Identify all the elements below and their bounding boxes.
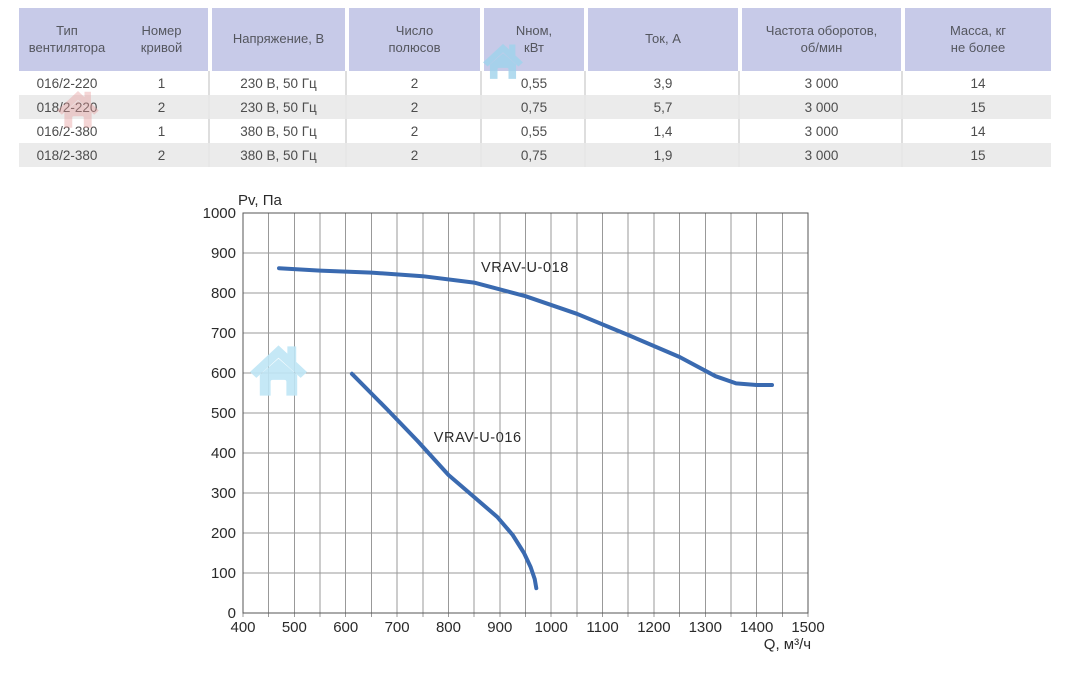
table-row: 018/2-220 2 230 В, 50 Гц 2 0,75 5,7 3 00… [19,95,1051,119]
fan-performance-chart: 400 500 600 700 800 900 1000 1100 1200 1300 1400 15… [195,188,870,668]
x-tick-label: 1500 [791,619,824,636]
x-tick-label: 700 [385,619,410,636]
table-cell: 2 [345,71,480,95]
x-tick-label: 600 [333,619,358,636]
y-tick-label: 800 [211,285,236,302]
x-tick-label: 400 [230,619,255,636]
y-tick-label: 700 [211,325,236,342]
table-row: 018/2-380 2 380 В, 50 Гц 2 0,75 1,9 3 00… [19,143,1051,167]
table-cell: 2 [345,95,480,119]
table-cell: 3 000 [738,143,901,167]
table-header-cell: Номер кривой [115,8,208,71]
table-cell: 3 000 [738,71,901,95]
table-row: 016/2-220 1 230 В, 50 Гц 2 0,55 3,9 3 00… [19,71,1051,95]
table-cell: 016/2-220 [36,75,98,91]
table-cell: 2 [345,119,480,143]
table-cell: 0,55 [480,71,584,95]
y-tick-label: 900 [211,245,236,262]
table-cell: 2 [115,95,208,119]
x-tick-label: 1000 [534,619,567,636]
fan-spec-table: Тип вентилятора Номер кривой Напряжение,… [19,8,1051,167]
table-cell: 3 000 [738,119,901,143]
table-cell: 1 [157,123,166,139]
table-cell: 018/2-220 [19,95,115,119]
y-tick-label: 500 [211,405,236,422]
table-header-cell: Напряжение, В [208,8,345,71]
table-header-cell: Масса, кг не более [901,8,1051,71]
table-header-cell: Частота оборотов, об/мин [738,8,901,71]
table-cell: 1,9 [584,143,738,167]
table-cell: 018/2-380 [19,143,115,167]
table-header-cell: Тип вентилятора [19,8,115,71]
table-cell: 0,75 [480,95,584,119]
table-cell: 2 [345,143,480,167]
table-cell: 15 [901,143,1051,167]
table-header-cell: Nном, кВт [480,8,584,71]
table-cell: 1 [157,75,166,91]
table-cell: 3 000 [738,95,901,119]
y-tick-label: 1000 [203,205,236,222]
table-cell: 5,7 [584,95,738,119]
table-cell: 230 В, 50 Гц [208,71,345,95]
table-cell: 0,75 [480,143,584,167]
table-cell: 016/2-380 [36,123,98,139]
table-cell: 15 [901,95,1051,119]
y-tick-label: 400 [211,445,236,462]
table-cell: 380 В, 50 Гц [208,119,345,143]
y-tick-label: 100 [211,565,236,582]
series-label: VRAV-U-018 [481,260,569,276]
plot-border [242,212,809,614]
y-axis-title: Pv, Па [238,192,283,209]
y-tick-label: 0 [228,605,236,622]
table-header-cell: Ток, А [584,8,738,71]
x-tick-label: 900 [487,619,512,636]
table-cell: 230 В, 50 Гц [208,95,345,119]
table-cell: 14 [901,119,1051,143]
table-row: 016/2-380 1 380 В, 50 Гц 2 0,55 1,4 3 00… [19,119,1051,143]
x-axis-title: Q, м³/ч [764,636,811,653]
table-cell: 1,4 [584,119,738,143]
x-tick-label: 500 [282,619,307,636]
y-tick-label: 300 [211,485,236,502]
table-cell: 380 В, 50 Гц [208,143,345,167]
chart-canvas: 400 500 600 700 800 900 1000 1100 1200 1300 1400 15… [203,192,825,653]
table-header-cell: Число полюсов [345,8,480,71]
series-label: VRAV-U-016 [434,430,522,446]
table-cell: 14 [901,71,1051,95]
x-tick-label: 1100 [586,619,618,636]
table-cell: 3,9 [584,71,738,95]
y-tick-label: 200 [211,525,236,542]
x-tick-label: 1300 [689,619,722,636]
x-tick-label: 800 [436,619,461,636]
table-header-row: Тип вентилятора Номер кривой Напряжение,… [19,8,1051,71]
curve-vrav-u-016 [349,371,539,591]
table-cell: 2 [115,143,208,167]
table-cell: 0,55 [480,119,584,143]
y-tick-label: 600 [211,365,236,382]
x-tick-label: 1200 [637,619,670,636]
x-tick-label: 1400 [740,619,773,636]
curve-vrav-u-018 [277,266,774,387]
